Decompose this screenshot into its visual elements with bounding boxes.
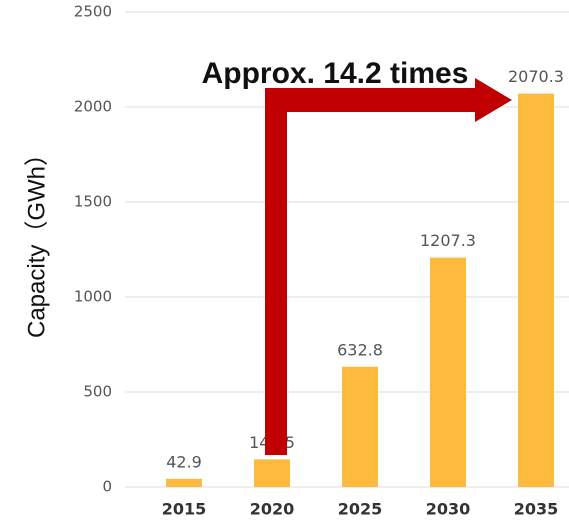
y-tick-label: 2500 [74,3,112,21]
y-axis-label: Capacity（GWh） [23,142,50,338]
x-tick-label: 2030 [426,500,471,519]
x-tick-label: 2020 [250,500,295,519]
bar [518,93,554,487]
value-label: 1207.3 [420,231,476,250]
y-tick-label: 1000 [74,288,112,306]
bar [430,257,466,487]
value-label: 2070.3 [508,67,564,86]
annotation: Approx. 14.2 times [202,57,469,90]
value-label: 632.8 [337,340,383,359]
x-tick-label: 2015 [162,500,207,519]
y-tick-label: 1500 [74,193,112,211]
arrow [265,78,512,455]
x-tick-label: 2035 [514,500,559,519]
y-tick-label: 500 [83,383,112,401]
bar [166,478,202,487]
bar [342,366,378,487]
value-label: 42.9 [166,452,202,471]
x-tick-label: 2025 [338,500,383,519]
bar [254,459,290,487]
y-tick-label: 2000 [74,98,112,116]
y-tick-label: 0 [102,478,112,496]
